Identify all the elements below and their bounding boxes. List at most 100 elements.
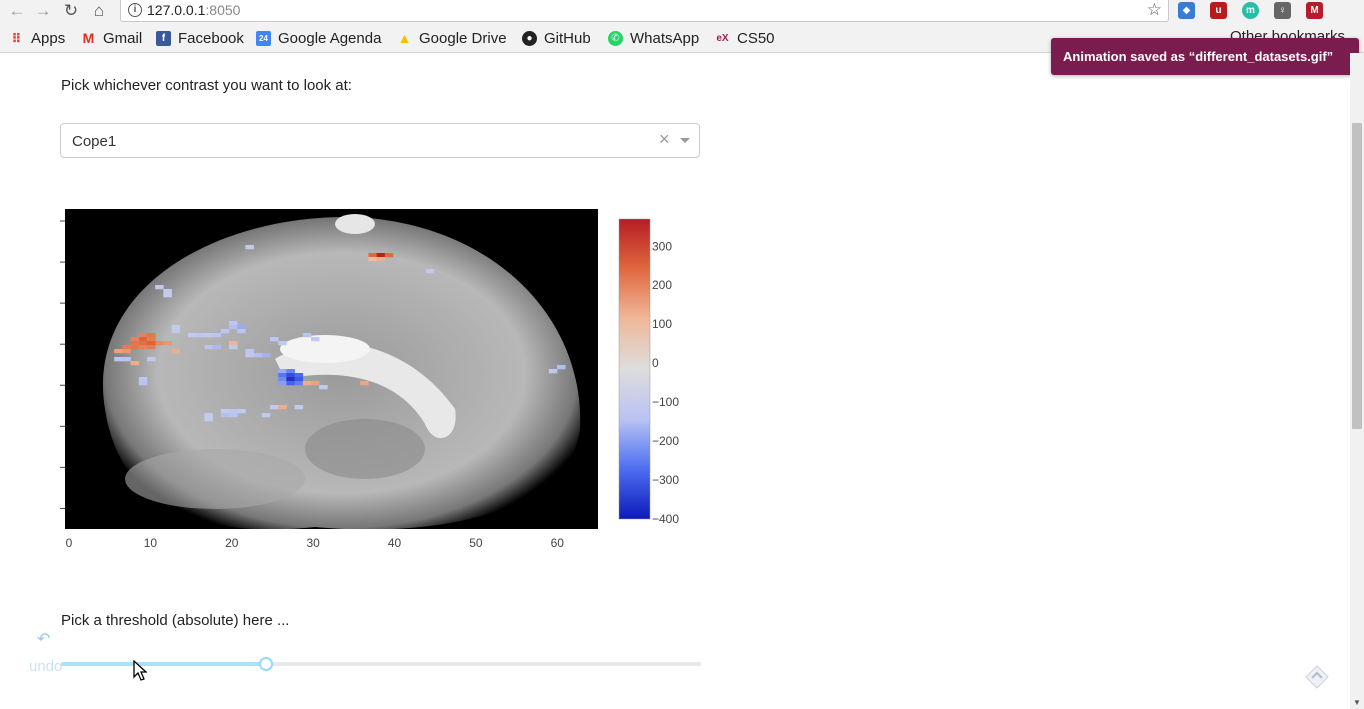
m-ext-icon[interactable]: m bbox=[1242, 2, 1259, 19]
bookmark-star-icon[interactable]: ☆ bbox=[1146, 0, 1162, 19]
undo-button[interactable]: undo bbox=[29, 658, 63, 675]
clear-icon[interactable]: × bbox=[659, 129, 670, 149]
colorbar-tick-label: −400 bbox=[652, 512, 679, 526]
scroll-down-arrow-icon[interactable]: ▼ bbox=[1353, 698, 1361, 707]
bookmark-whatsapp[interactable]: ✆ WhatsApp bbox=[608, 29, 699, 47]
undo-icon[interactable]: ↶ bbox=[37, 631, 51, 648]
bookmark-label: Google Agenda bbox=[278, 29, 382, 47]
mouse-cursor-icon bbox=[133, 660, 147, 681]
x-tick-label: 50 bbox=[469, 536, 483, 550]
x-tick-label: 0 bbox=[66, 536, 73, 550]
heatmap-voxel bbox=[147, 337, 156, 342]
heatmap-voxel bbox=[130, 345, 140, 350]
heatmap-voxel bbox=[163, 293, 172, 298]
plotly-logo-icon[interactable] bbox=[1305, 665, 1329, 689]
ublock-icon[interactable]: u bbox=[1210, 2, 1227, 19]
heatmap-voxel bbox=[122, 345, 131, 350]
heatmap-voxel bbox=[122, 357, 131, 362]
heatmap-voxel bbox=[229, 345, 238, 350]
heatmap-voxel bbox=[204, 413, 213, 418]
forward-arrow-icon[interactable]: → bbox=[34, 1, 52, 20]
bookmark-label: CS50 bbox=[737, 29, 775, 47]
x-tick-label: 60 bbox=[551, 536, 565, 550]
bookmark-facebook[interactable]: f Facebook bbox=[156, 29, 244, 47]
heatmap-voxel bbox=[204, 417, 213, 422]
bookmark-apps[interactable]: ⠿ Apps bbox=[9, 29, 65, 47]
colorbar-tick-label: 100 bbox=[652, 317, 672, 331]
reload-icon[interactable]: ↻ bbox=[63, 1, 79, 20]
url-text[interactable]: 127.0.0.1:8050 bbox=[147, 2, 240, 18]
heatmap-voxel bbox=[311, 337, 320, 342]
heatmap-voxel bbox=[261, 353, 271, 358]
contrast-dropdown[interactable]: Cope1 × bbox=[60, 123, 700, 158]
heatmap-voxel bbox=[376, 257, 386, 262]
chevron-down-icon[interactable] bbox=[680, 138, 690, 143]
address-bar[interactable]: i 127.0.0.1:8050 ☆ bbox=[120, 0, 1169, 22]
heatmap-voxel bbox=[286, 381, 295, 386]
heatmap-chart[interactable]: 0 10 20 30 40 50 60 300 200 100 0 −100 −200 −300 −400 bbox=[40, 198, 700, 568]
x-tick-label: 30 bbox=[306, 536, 320, 550]
heatmap-voxel bbox=[122, 349, 131, 354]
heatmap-voxel bbox=[155, 285, 164, 290]
x-tick-label: 40 bbox=[388, 536, 402, 550]
threshold-label: Pick a threshold (absolute) here ... bbox=[61, 612, 290, 629]
browser-chrome: ← → ↻ ⌂ i 127.0.0.1:8050 ☆ ◆ u m ♀ M ⠿ Ap… bbox=[0, 0, 1364, 53]
heatmap-voxel bbox=[557, 365, 566, 370]
gmail-icon: M bbox=[82, 29, 95, 46]
brain-image bbox=[103, 214, 581, 529]
github-icon: ● bbox=[522, 30, 537, 46]
url-port: :8050 bbox=[205, 2, 241, 18]
heatmap-voxel bbox=[220, 329, 230, 334]
lightbulb-ext-icon[interactable]: ♀ bbox=[1274, 2, 1291, 19]
heatmap-voxel bbox=[138, 337, 148, 342]
heatmap-voxel bbox=[376, 253, 386, 258]
heatmap-voxel bbox=[229, 413, 238, 418]
heatmap-voxel bbox=[196, 333, 205, 338]
heatmap-voxel bbox=[294, 381, 304, 386]
bookmark-gmail[interactable]: M Gmail bbox=[81, 29, 143, 47]
dropdown-selected-value: Cope1 bbox=[72, 133, 117, 150]
heatmap-voxel bbox=[212, 345, 222, 350]
colorbar-tick-label: 0 bbox=[652, 356, 659, 370]
heatmap-voxel bbox=[229, 321, 238, 326]
bookmark-google-drive[interactable]: ▲ Google Drive bbox=[397, 29, 507, 47]
bookmark-label: Apps bbox=[31, 29, 66, 47]
heatmap-voxel bbox=[286, 377, 295, 382]
heatmap-voxel bbox=[138, 333, 148, 338]
bookmark-github[interactable]: ● GitHub bbox=[522, 29, 591, 47]
heatmap-voxel bbox=[425, 269, 435, 274]
colorbar bbox=[618, 218, 651, 520]
edx-icon: eX bbox=[716, 32, 729, 44]
heatmap-voxel bbox=[245, 353, 254, 358]
bookmark-ext-icon[interactable]: ◆ bbox=[1178, 2, 1195, 19]
heatmap-voxel bbox=[278, 381, 287, 386]
bookmark-google-agenda[interactable]: 24 Google Agenda bbox=[256, 29, 381, 47]
bookmark-label: Facebook bbox=[178, 29, 244, 47]
heatmap-voxel bbox=[114, 357, 123, 362]
heatmap-voxel bbox=[229, 409, 238, 414]
slider-handle[interactable] bbox=[258, 657, 273, 671]
heatmap-voxel bbox=[147, 333, 156, 338]
browser-toolbar: ← → ↻ ⌂ i 127.0.0.1:8050 ☆ ◆ u m ♀ M bbox=[0, 0, 1364, 24]
threshold-slider[interactable] bbox=[61, 657, 701, 671]
heatmap-voxel bbox=[204, 345, 213, 350]
mendeley-icon[interactable]: M bbox=[1306, 2, 1323, 19]
page-scrollbar[interactable]: ▼ bbox=[1350, 53, 1364, 709]
bookmark-cs50[interactable]: eX CS50 bbox=[715, 29, 775, 47]
heatmap-voxel bbox=[163, 289, 172, 294]
bookmarks-bar: ⠿ Apps M Gmail f Facebook 24 Google Agenda ▲… bbox=[0, 26, 1364, 50]
heatmap-voxel bbox=[278, 405, 287, 410]
heatmap-voxel bbox=[171, 329, 181, 334]
heatmap-voxel bbox=[237, 409, 246, 414]
colorbar-tick-label: −100 bbox=[652, 395, 679, 409]
heatmap-voxel bbox=[368, 257, 377, 262]
scrollbar-thumb[interactable] bbox=[1352, 123, 1362, 429]
x-tick-label: 20 bbox=[225, 536, 239, 550]
heatmap-voxel bbox=[278, 373, 287, 378]
heatmap-voxel bbox=[253, 353, 263, 358]
heatmap-voxel bbox=[229, 325, 238, 330]
facebook-icon: f bbox=[156, 30, 171, 46]
home-icon[interactable]: ⌂ bbox=[93, 1, 105, 20]
site-info-icon[interactable]: i bbox=[128, 3, 142, 17]
back-arrow-icon[interactable]: ← bbox=[8, 1, 26, 20]
